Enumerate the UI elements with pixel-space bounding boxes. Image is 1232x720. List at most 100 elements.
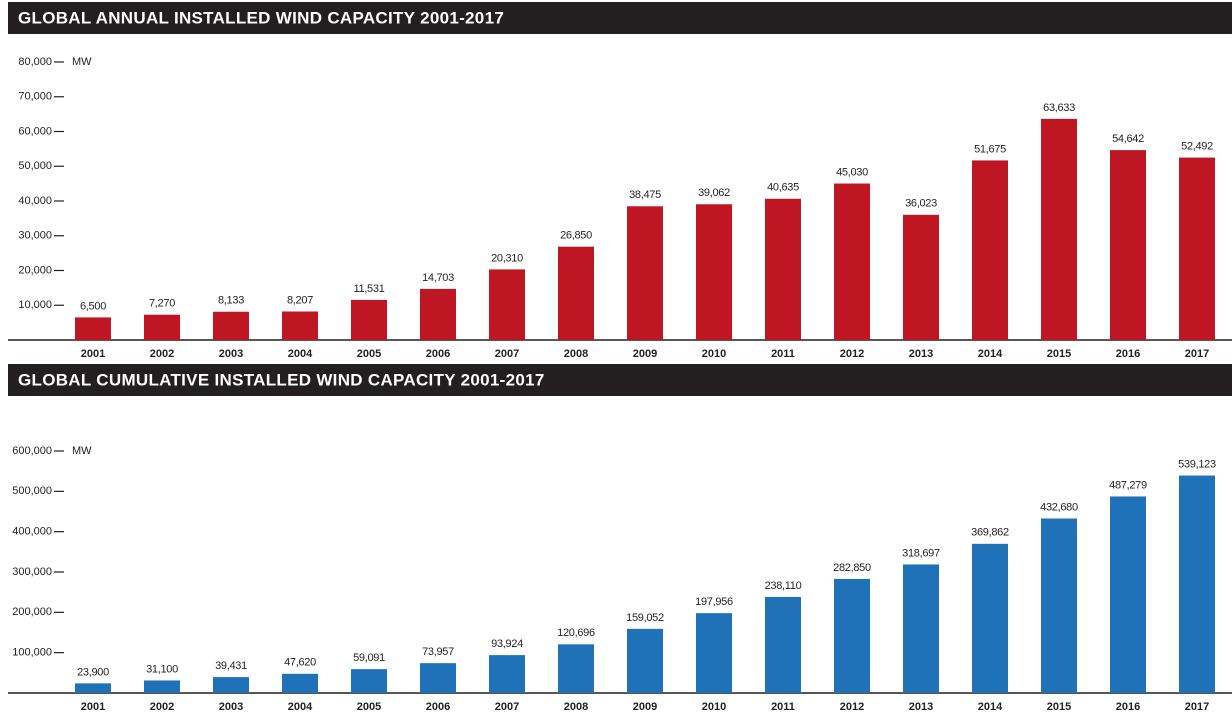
value-label: 45,030: [836, 166, 868, 178]
bar: [972, 543, 1008, 693]
value-label: 432,680: [1040, 501, 1078, 513]
x-tick-label: 2007: [495, 348, 519, 360]
value-label: 39,062: [698, 187, 730, 199]
x-tick-label: 2017: [1185, 348, 1209, 360]
bar: [765, 596, 801, 693]
bar: [834, 183, 870, 340]
y-tick-label: 70,000: [18, 91, 52, 103]
value-label: 8,207: [287, 294, 313, 306]
x-tick-label: 2006: [426, 701, 450, 713]
bar: [144, 680, 180, 693]
bar: [1179, 475, 1215, 693]
title-bar: [8, 2, 1232, 34]
value-label: 38,475: [629, 189, 661, 201]
bar: [1110, 150, 1146, 340]
x-tick-label: 2008: [564, 348, 588, 360]
value-label: 26,850: [560, 230, 592, 242]
bar: [489, 655, 525, 693]
value-label: 20,310: [491, 252, 523, 264]
bar: [282, 311, 318, 340]
value-label: 63,633: [1043, 102, 1075, 114]
x-tick-label: 2003: [219, 348, 243, 360]
x-tick-label: 2001: [81, 348, 105, 360]
axis-unit: MW: [72, 445, 92, 457]
y-tick-label: 600,000: [12, 445, 52, 457]
value-label: 54,642: [1112, 133, 1144, 145]
chart-title: GLOBAL CUMULATIVE INSTALLED WIND CAPACIT…: [18, 370, 545, 389]
bar: [75, 317, 111, 340]
y-tick-label: 40,000: [18, 195, 52, 207]
y-tick-label: 20,000: [18, 264, 52, 276]
value-label: 7,270: [149, 298, 175, 310]
x-tick-label: 2015: [1047, 701, 1071, 713]
value-label: 51,675: [974, 143, 1006, 155]
bar: [696, 613, 732, 693]
x-tick-label: 2013: [909, 348, 933, 360]
y-tick-label: 80,000: [18, 56, 52, 68]
bar: [213, 677, 249, 693]
bar: [1041, 518, 1077, 693]
axis-unit: MW: [72, 56, 92, 68]
bar: [351, 299, 387, 340]
x-tick-label: 2012: [840, 348, 864, 360]
x-tick-label: 2005: [357, 348, 381, 360]
value-label: 73,957: [422, 646, 454, 658]
y-tick-label: 400,000: [12, 526, 52, 538]
x-tick-label: 2017: [1185, 701, 1209, 713]
x-tick-label: 2014: [978, 348, 1003, 360]
x-tick-label: 2005: [357, 701, 381, 713]
x-tick-label: 2011: [771, 348, 795, 360]
x-tick-label: 2006: [426, 348, 450, 360]
value-label: 11,531: [353, 283, 384, 295]
value-label: 36,023: [905, 198, 937, 210]
x-tick-label: 2011: [771, 701, 795, 713]
x-tick-label: 2014: [978, 701, 1003, 713]
value-label: 8,133: [218, 295, 244, 307]
x-tick-label: 2012: [840, 701, 864, 713]
x-tick-label: 2009: [633, 701, 657, 713]
value-label: 487,279: [1109, 479, 1147, 491]
value-label: 238,110: [765, 580, 802, 592]
x-tick-label: 2016: [1116, 348, 1140, 360]
bar: [834, 578, 870, 693]
bar: [1179, 157, 1215, 340]
value-label: 52,492: [1181, 140, 1213, 152]
bar: [144, 314, 180, 340]
bar: [558, 644, 594, 693]
value-label: 318,697: [902, 547, 940, 559]
bar: [558, 246, 594, 340]
value-label: 120,696: [557, 627, 595, 639]
value-label: 93,924: [491, 638, 523, 650]
y-tick-label: 300,000: [12, 566, 52, 578]
x-tick-label: 2016: [1116, 701, 1140, 713]
x-tick-label: 2003: [219, 701, 243, 713]
value-label: 40,635: [767, 182, 799, 194]
bar: [627, 628, 663, 693]
x-tick-label: 2015: [1047, 348, 1071, 360]
value-label: 6,500: [80, 300, 106, 312]
value-label: 282,850: [833, 562, 871, 574]
y-tick-label: 60,000: [18, 125, 52, 137]
bar: [903, 564, 939, 693]
bar: [1110, 496, 1146, 693]
value-label: 23,900: [77, 666, 109, 678]
value-label: 59,091: [353, 652, 385, 664]
bar: [351, 669, 387, 693]
x-tick-label: 2009: [633, 348, 657, 360]
bar: [420, 663, 456, 693]
y-tick-label: 500,000: [12, 485, 52, 497]
x-tick-label: 2010: [702, 701, 726, 713]
bar: [489, 269, 525, 340]
value-label: 197,956: [695, 596, 733, 608]
value-label: 539,123: [1178, 458, 1216, 470]
y-tick-label: 50,000: [18, 160, 52, 172]
bar: [972, 160, 1008, 340]
bar: [696, 204, 732, 340]
bar: [75, 683, 111, 693]
value-label: 369,862: [971, 527, 1009, 539]
bar: [1041, 118, 1077, 340]
y-tick-label: 100,000: [12, 647, 52, 659]
value-label: 47,620: [284, 657, 316, 669]
x-tick-label: 2002: [150, 701, 174, 713]
